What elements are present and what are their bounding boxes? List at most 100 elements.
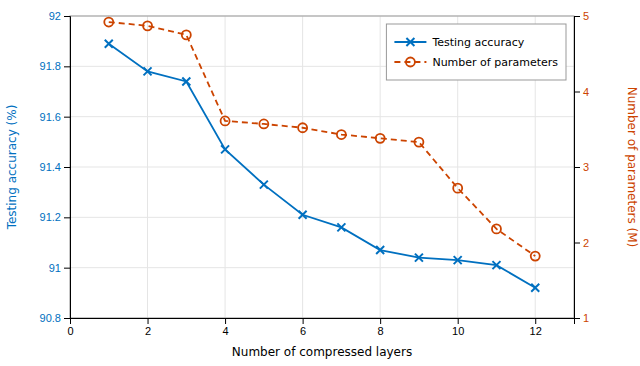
- y2-axis-tick-mark: [574, 92, 580, 93]
- point-shape: [454, 256, 462, 264]
- y-axis-tick-label: 92: [49, 10, 61, 22]
- legend-marker-shape: [406, 58, 415, 67]
- y-axis-tick-label: 91.6: [40, 111, 61, 123]
- y2-axis-tick-label: 3: [583, 161, 589, 173]
- point: [376, 246, 384, 254]
- y2-axis-tick-mark: [574, 167, 580, 168]
- point: [337, 130, 346, 139]
- point-shape: [415, 254, 423, 262]
- x-axis-tick: 12: [530, 318, 542, 337]
- point: [415, 254, 423, 262]
- y-axis-tick-mark: [64, 268, 70, 269]
- plot-frame: [70, 16, 574, 318]
- y-axis-tick-label: 91.8: [40, 60, 61, 72]
- grid-line-y: [70, 167, 574, 168]
- point: [260, 181, 268, 189]
- y-axis-tick-mark: [64, 66, 70, 67]
- point-shape: [299, 211, 307, 219]
- grid-line-y: [70, 217, 574, 218]
- point: [298, 123, 307, 132]
- x-axis-tick-mark: [225, 318, 226, 324]
- x-axis-line: [71, 319, 575, 325]
- y2-axis-title: Number of parameters (M): [625, 87, 639, 248]
- point-shape: [492, 261, 500, 269]
- x-axis-tick-label: 0: [67, 325, 73, 337]
- y2-axis-tick: 2: [574, 237, 589, 249]
- legend-frame: [386, 24, 566, 80]
- y-axis-tick-label: 91.4: [40, 161, 61, 173]
- y2-axis: 1 2 3 4 5: [574, 10, 589, 324]
- x-axis-tick-mark: [380, 318, 381, 324]
- y-axis-tick-label: 91: [49, 262, 61, 274]
- y-axis-tick: 91.6: [40, 111, 70, 123]
- point-shape: [492, 224, 501, 233]
- y-axis-title: Testing accuracy (%): [5, 105, 19, 231]
- legend-item: Testing accuracy: [394, 36, 524, 49]
- y-axis-tick-mark: [64, 117, 70, 118]
- point: [299, 211, 307, 219]
- y2-axis-line: [575, 17, 581, 319]
- x-axis-tick-mark: [303, 318, 304, 324]
- point-shape: [182, 30, 191, 39]
- point-shape: [337, 223, 345, 231]
- y-axis-tick: 92: [49, 10, 70, 22]
- point-shape: [105, 40, 113, 48]
- point-shape: [531, 284, 539, 292]
- point: [105, 40, 113, 48]
- point: [454, 256, 462, 264]
- point: [453, 184, 462, 193]
- x-axis-tick: 0: [67, 318, 73, 337]
- x-axis-tick-mark: [535, 318, 536, 324]
- x-axis-tick-mark: [458, 318, 459, 324]
- background: [0, 0, 640, 366]
- point-shape: [144, 67, 152, 75]
- y2-axis-tick-label: 5: [583, 10, 589, 22]
- x-axis-tick: 8: [378, 318, 384, 337]
- y2-axis-tick-mark: [574, 243, 580, 244]
- x-axis-tick-mark: [148, 318, 149, 324]
- y-axis: 90.89191.291.491.691.892: [40, 10, 71, 324]
- point: [531, 284, 539, 292]
- y-axis-tick: 91.4: [40, 161, 70, 173]
- x-axis-tick: 2: [145, 318, 151, 337]
- legend: Testing accuracy Number of parameters: [386, 24, 566, 80]
- point-shape: [531, 252, 540, 261]
- grid: [70, 16, 574, 318]
- x-axis-tick: 6: [300, 318, 306, 337]
- y2-axis-tick-label: 4: [583, 86, 589, 98]
- x-axis-tick-label: 8: [378, 325, 384, 337]
- point-shape: [376, 246, 384, 254]
- y-axis-tick: 91: [49, 262, 70, 274]
- point-shape: [453, 184, 462, 193]
- point: [337, 223, 345, 231]
- y2-axis-tick: 1: [574, 312, 589, 324]
- point: [104, 18, 113, 27]
- y-axis-tick: 90.8: [40, 312, 70, 324]
- point-shape: [337, 130, 346, 139]
- y-axis-tick-mark: [64, 318, 70, 319]
- y-axis-tick-mark: [64, 167, 70, 168]
- point: [182, 30, 191, 39]
- point-shape: [143, 21, 152, 30]
- point: [221, 116, 230, 125]
- x-axis-tick: 4: [223, 318, 229, 337]
- point-shape: [221, 116, 230, 125]
- y2-axis-tick-label: 1: [583, 312, 589, 324]
- y2-axis-tick: 4: [574, 86, 589, 98]
- y2-axis-tick-mark: [574, 16, 580, 17]
- x-axis-tick-label: 10: [452, 325, 464, 337]
- y-axis-tick-mark: [64, 217, 70, 218]
- legend-label: Number of parameters: [432, 56, 558, 69]
- x-axis-title: Number of compressed layers: [232, 345, 412, 359]
- legend-marker: [406, 58, 415, 67]
- x-axis-tick: 10: [452, 318, 464, 337]
- x-axis-tick-label: 6: [300, 325, 306, 337]
- x-axis-tick-label: 2: [145, 325, 151, 337]
- point-shape: [259, 119, 268, 128]
- legend-marker: [406, 38, 414, 46]
- point: [492, 224, 501, 233]
- y2-axis-tick: 3: [574, 161, 589, 173]
- y-axis-tick-label: 90.8: [40, 312, 61, 324]
- point: [259, 119, 268, 128]
- point: [376, 134, 385, 143]
